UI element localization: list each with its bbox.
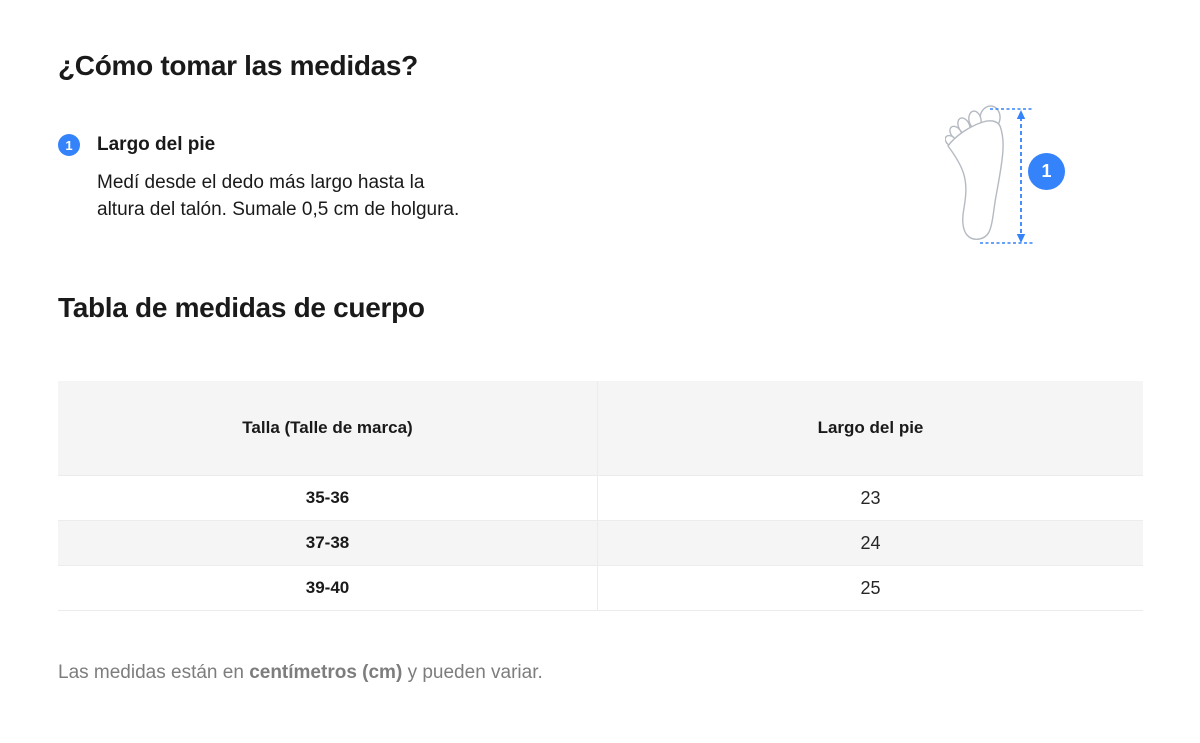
table-row-cell: 25 xyxy=(598,566,1143,611)
foot-measurement-illustration: 1 xyxy=(945,100,1075,250)
size-value: 39-40 xyxy=(305,578,350,597)
foot-length-value: 23 xyxy=(860,487,881,508)
table-row-cell: 37-38 xyxy=(58,521,598,566)
foot-length-value: 25 xyxy=(860,577,881,598)
size-value: 35-36 xyxy=(305,488,350,507)
instruction-description-line1: Medí desde el dedo más largo hasta la xyxy=(97,172,425,193)
figure-marker-badge: 1 xyxy=(1028,153,1065,190)
measurement-arrow-icon xyxy=(1016,110,1026,243)
instruction-description-line2: altura del talón. Sumale 0,5 cm de holgu… xyxy=(97,199,460,220)
instruction-step: 1 Largo del pie xyxy=(58,134,215,156)
footnote-prefix: Las medidas están en xyxy=(58,662,250,683)
step-number-badge: 1 xyxy=(58,134,80,156)
table-row-cell: 24 xyxy=(598,521,1143,566)
footnote-suffix: y pueden variar. xyxy=(402,662,543,683)
table-row-cell: 35-36 xyxy=(58,476,598,521)
instruction-description: Medí desde el dedo más largo hasta la al… xyxy=(97,169,597,223)
measurements-footnote: Las medidas están en centímetros (cm) y … xyxy=(58,662,543,684)
table-header-size: Talla (Talle de marca) xyxy=(58,381,598,476)
foot-sole xyxy=(947,120,1004,240)
page-title: ¿Cómo tomar las medidas? xyxy=(58,50,418,81)
size-value: 37-38 xyxy=(305,533,350,552)
table-row-cell: 39-40 xyxy=(58,566,598,611)
size-table: Talla (Talle de marca) Largo del pie 35-… xyxy=(58,381,1143,611)
footnote-emphasis: centímetros (cm) xyxy=(249,662,403,683)
foot-diagram-icon xyxy=(945,105,1033,244)
table-section-title: Tabla de medidas de cuerpo xyxy=(58,292,425,323)
table-header-foot-length: Largo del pie xyxy=(598,381,1143,476)
instruction-label: Largo del pie xyxy=(97,134,216,155)
foot-length-value: 24 xyxy=(860,532,881,553)
table-row-cell: 23 xyxy=(598,476,1143,521)
